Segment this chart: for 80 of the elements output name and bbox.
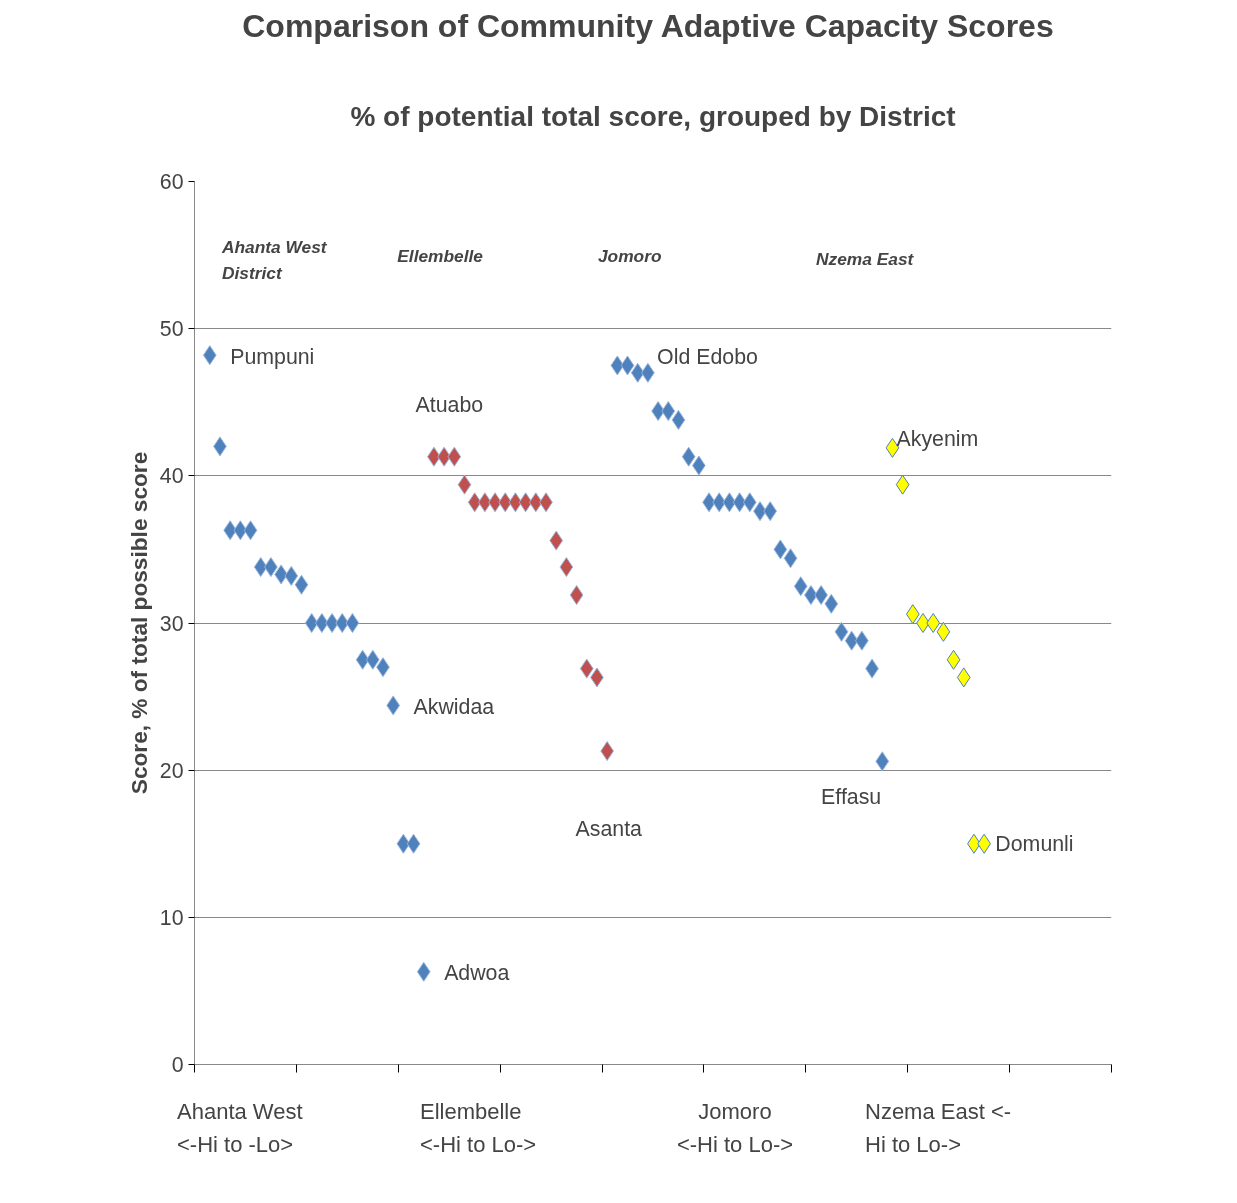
point — [243, 520, 258, 541]
point — [416, 961, 431, 982]
annotation: Old Edobo — [657, 344, 758, 369]
point — [895, 474, 910, 495]
annotation: Jomoro — [597, 246, 662, 267]
point — [447, 446, 462, 467]
point — [946, 649, 961, 670]
point — [345, 613, 360, 633]
point — [386, 695, 401, 716]
point — [926, 613, 941, 633]
annotation: Nzema East — [816, 249, 915, 270]
point — [661, 401, 676, 422]
y-tick-label: 0 — [171, 1053, 184, 1077]
point — [457, 474, 472, 495]
point — [294, 574, 309, 595]
point — [875, 751, 890, 772]
point — [763, 501, 778, 522]
point — [712, 492, 727, 513]
text: Ellembelle <-Hi to Lo-> — [420, 1098, 537, 1159]
point — [936, 621, 951, 642]
point — [549, 530, 564, 551]
chart-title: Comparison of Community Adaptive Capacity Scores — [242, 7, 1054, 44]
annotation: Domunli — [995, 831, 1074, 856]
point — [335, 613, 350, 633]
point — [315, 613, 329, 633]
point — [671, 409, 686, 430]
y-tick-label: 10 — [159, 905, 184, 930]
point — [844, 630, 859, 651]
point — [905, 604, 920, 625]
point — [518, 492, 533, 513]
point — [610, 355, 625, 376]
point — [467, 492, 482, 513]
text: Ahanta West <-Hi to -Lo> — [177, 1098, 303, 1159]
point — [365, 649, 380, 670]
point — [569, 585, 584, 606]
annotation: Effasu — [821, 784, 882, 809]
point — [773, 539, 788, 560]
point — [630, 362, 645, 383]
point — [732, 492, 747, 513]
point — [284, 565, 299, 586]
point — [528, 492, 543, 513]
point — [202, 345, 217, 366]
point — [325, 613, 339, 633]
point — [793, 576, 808, 597]
annotation: Ellembelle — [397, 246, 484, 267]
point — [620, 355, 635, 376]
point — [824, 593, 839, 614]
point — [956, 667, 971, 688]
y-tick-label: 50 — [159, 317, 184, 342]
point — [579, 658, 594, 679]
point — [681, 446, 696, 467]
text: Nzema East <- Hi to Lo-> — [865, 1098, 1012, 1159]
annotation: Asanta — [575, 817, 643, 842]
point — [498, 492, 513, 513]
point — [355, 649, 370, 670]
point — [396, 833, 411, 854]
y-axis-title: Score, % of total possible score — [125, 451, 152, 795]
point — [722, 492, 737, 513]
annotation: Adwoa — [444, 961, 510, 986]
y-tick-label: 40 — [159, 464, 184, 489]
y-tick-label: 30 — [159, 611, 184, 636]
chart-subtitle: % of potential total score, grouped by District — [350, 100, 956, 132]
point — [233, 520, 248, 541]
text: Jomoro <-Hi to Lo-> — [675, 1098, 795, 1159]
y-tick-label: 20 — [159, 758, 184, 783]
point — [783, 548, 798, 569]
point — [742, 492, 757, 513]
point — [508, 492, 523, 513]
annotation: Ahanta West District — [221, 237, 328, 284]
annotation: Pumpuni — [230, 344, 315, 369]
annotation: Akwidaa — [413, 694, 495, 719]
point — [559, 557, 574, 578]
point — [834, 621, 849, 642]
point — [253, 557, 268, 578]
annotation: Akyenim — [896, 427, 979, 452]
y-tick-label: 60 — [159, 170, 184, 194]
point — [406, 833, 421, 854]
point — [304, 613, 319, 633]
point — [916, 613, 930, 633]
annotation: Atuabo — [415, 393, 484, 418]
